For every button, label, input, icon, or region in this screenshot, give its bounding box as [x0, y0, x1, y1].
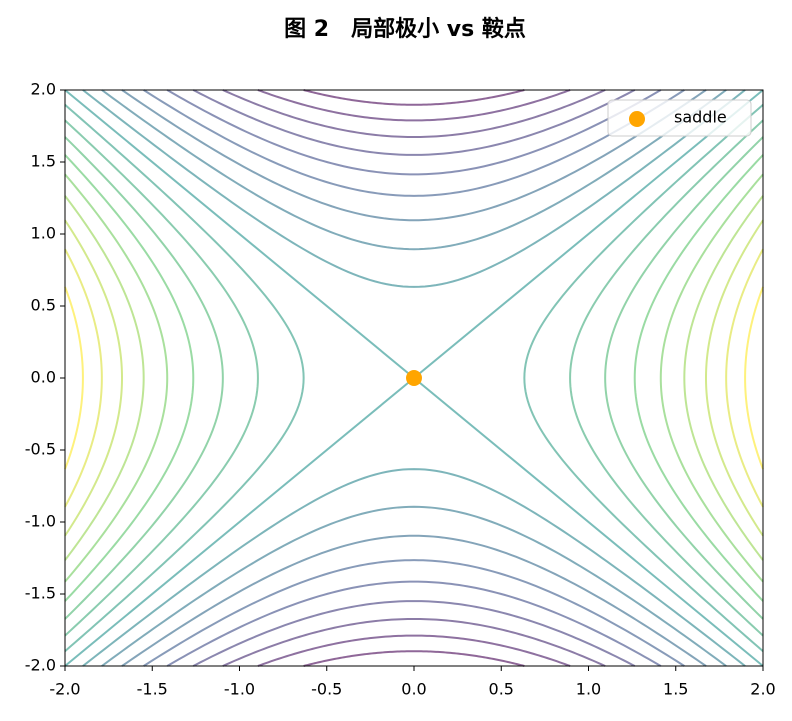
contour-line: [64, 173, 169, 583]
saddle-point: [406, 370, 422, 386]
contour-line: [82, 468, 746, 667]
contour-line: [257, 634, 571, 667]
contour-line: [64, 119, 259, 637]
contour-line: [222, 89, 606, 139]
contour-line: [64, 104, 305, 652]
contour-line: [64, 154, 195, 602]
contour-line: [64, 136, 224, 620]
chart-title: 图 2 局部极小 vs 鞍点: [284, 16, 526, 42]
contour-line: [659, 173, 764, 583]
contour-line: [303, 89, 525, 106]
x-tick-label: -1.5: [137, 680, 168, 699]
contour-line: [64, 195, 145, 561]
x-tick-label: -0.5: [311, 680, 342, 699]
contour-line: [121, 89, 707, 222]
contour-line: [303, 650, 525, 667]
contour-line: [143, 559, 685, 667]
x-tick-label: 2.0: [750, 680, 775, 699]
contour-line: [604, 136, 764, 620]
contour-line: [166, 89, 662, 176]
x-tick-label: 0.5: [489, 680, 514, 699]
contour-line: [704, 219, 764, 537]
x-tick-label: 1.0: [576, 680, 601, 699]
y-tick-label: 0.5: [31, 296, 56, 315]
y-tick-label: 1.5: [31, 152, 56, 171]
contour-line: [121, 534, 707, 667]
contour-line: [64, 248, 103, 508]
contour-line: [744, 286, 764, 470]
y-tick-label: -1.5: [25, 584, 56, 603]
y-tick-label: -1.0: [25, 512, 56, 531]
contour-line: [257, 89, 571, 122]
legend-label: saddle: [674, 108, 727, 127]
contour-line: [523, 104, 764, 652]
contour-line: [569, 119, 764, 637]
y-tick-label: -0.5: [25, 440, 56, 459]
contour-line: [192, 600, 636, 667]
x-tick-label: 1.5: [663, 680, 688, 699]
contour-line: [64, 286, 84, 470]
contour-line: [166, 580, 662, 667]
contour-line: [725, 248, 764, 508]
contour-line: [64, 219, 124, 537]
y-tick-label: 2.0: [31, 80, 56, 99]
contour-line: [101, 505, 727, 667]
legend-box: [607, 99, 752, 137]
contour-line: [143, 89, 685, 197]
contour-line: [683, 195, 764, 561]
legend-marker: [629, 111, 645, 127]
y-tick-label: 0.0: [31, 368, 56, 387]
contour-line: [222, 617, 606, 667]
y-tick-label: 1.0: [31, 224, 56, 243]
y-tick-label: -2.0: [25, 656, 56, 675]
contour-line: [633, 154, 764, 602]
x-tick-label: -1.0: [224, 680, 255, 699]
contour-line: [192, 89, 636, 156]
x-tick-label: 0.0: [401, 680, 426, 699]
x-tick-label: -2.0: [49, 680, 80, 699]
contour-line: [101, 89, 727, 251]
contour-line: [82, 89, 746, 288]
